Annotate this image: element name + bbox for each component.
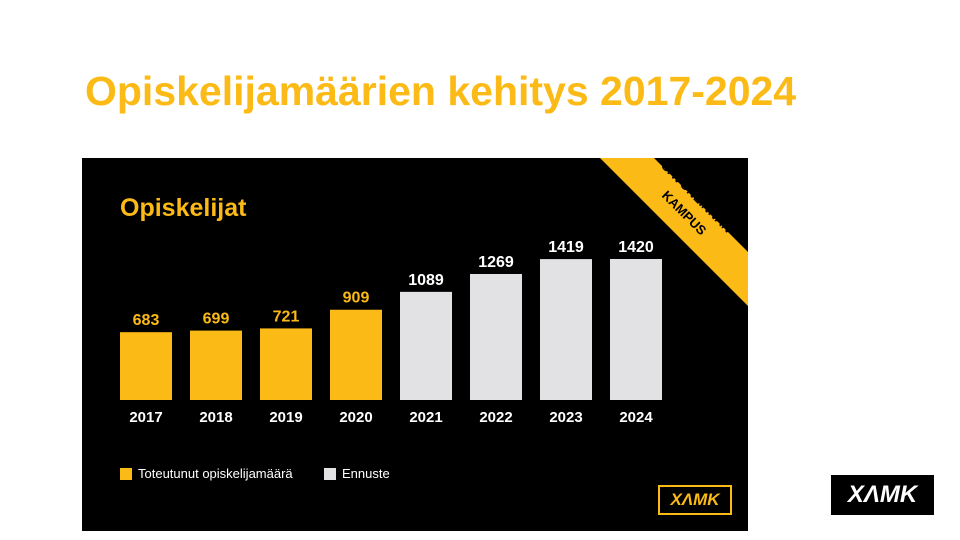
bar-2021 — [400, 291, 452, 400]
data-label: 1269 — [478, 254, 514, 271]
x-tick-label: 2024 — [619, 409, 653, 426]
bar-2018 — [190, 330, 242, 400]
xamk-logo: XΛMK — [831, 475, 934, 515]
x-tick-label: 2023 — [549, 409, 582, 426]
bar-2022 — [470, 273, 522, 400]
campus-banner — [600, 158, 748, 306]
bar-2017 — [120, 332, 172, 400]
data-label: 1420 — [618, 239, 654, 256]
chart-title: Opiskelijat — [120, 194, 247, 222]
x-tick-label: 2022 — [479, 409, 512, 426]
bar-2024 — [610, 259, 662, 400]
x-tick-label: 2017 — [129, 409, 162, 426]
data-label: 1089 — [408, 272, 444, 289]
bar-2020 — [330, 309, 382, 400]
x-tick-label: 2021 — [409, 409, 442, 426]
bar-2019 — [260, 328, 312, 400]
legend-swatch-actual — [120, 467, 132, 480]
x-tick-label: 2018 — [199, 409, 232, 426]
data-label: 1419 — [548, 239, 584, 256]
x-tick-label: 2020 — [339, 409, 372, 426]
legend-label-forecast: Ennuste — [342, 466, 390, 481]
legend-swatch-forecast — [324, 467, 336, 480]
data-label: 909 — [343, 290, 370, 307]
slide-title: Opiskelijamäärien kehitys 2017-2024 — [85, 68, 797, 114]
bar-2023 — [540, 259, 592, 400]
bar-chart: SAVONLINNAN KAMPUS 683201769920187212019… — [120, 158, 748, 426]
legend-forecast: Ennuste — [324, 466, 390, 481]
x-tick-label: 2019 — [269, 409, 302, 426]
chart-panel: Opiskelijat SAVONLINNAN KAMPUS 683 2017 69… — [82, 158, 748, 531]
xamk-logo-chart: XΛMK — [658, 485, 732, 515]
legend-label-actual: Toteutunut opiskelijamäärä — [138, 466, 293, 481]
data-label: 683 — [133, 312, 160, 329]
data-label: 699 — [203, 311, 230, 328]
legend-actual: Toteutunut opiskelijamäärä — [120, 466, 293, 481]
data-label: 721 — [273, 308, 300, 325]
